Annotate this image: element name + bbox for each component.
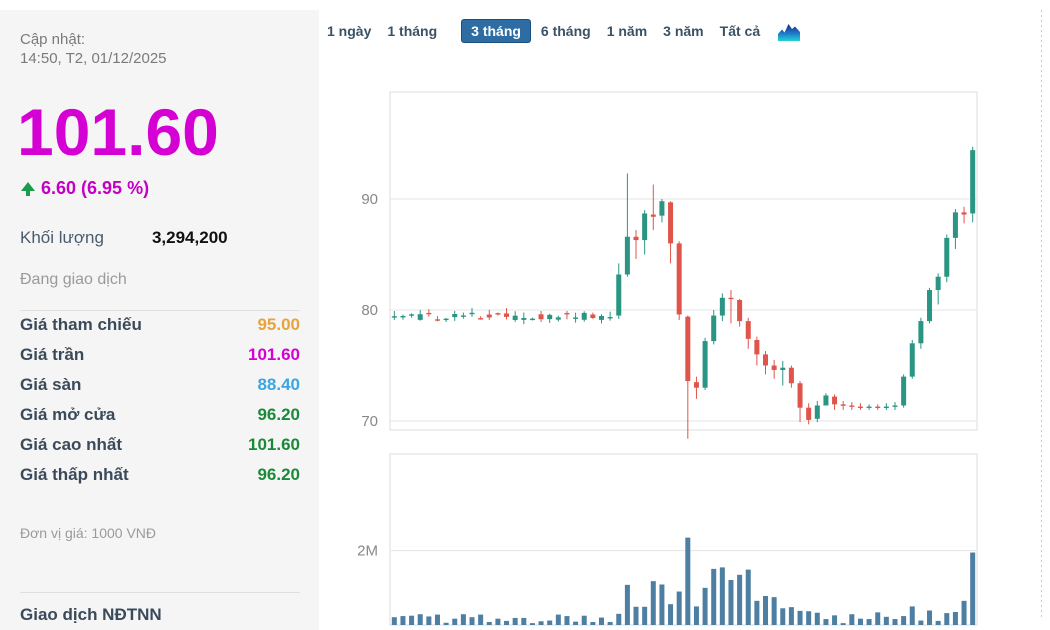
svg-text:80: 80: [361, 302, 378, 319]
svg-text:90: 90: [361, 191, 378, 208]
svg-text:70: 70: [361, 413, 378, 430]
svg-text:2M: 2M: [357, 543, 378, 560]
